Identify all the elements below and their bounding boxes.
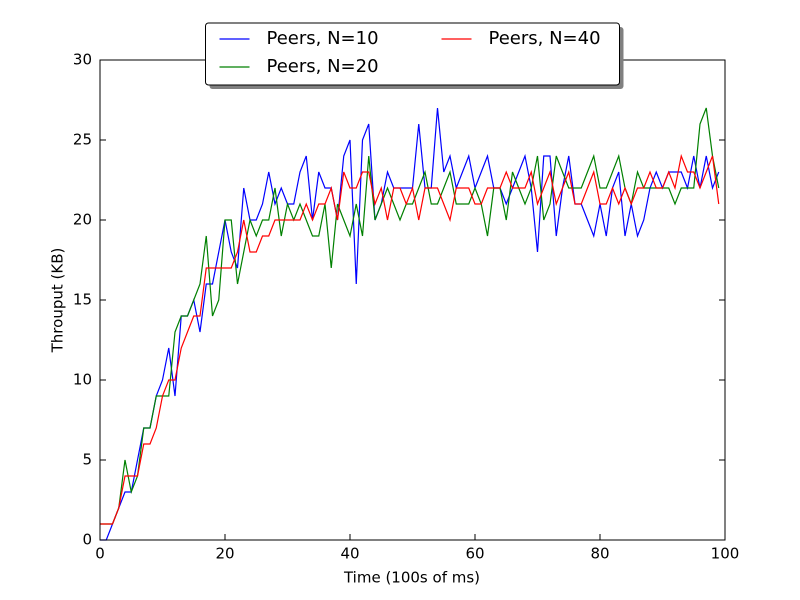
y-tick-label: 10 [73, 371, 92, 389]
legend-label: Peers, N=20 [267, 56, 379, 77]
y-tick-label: 15 [73, 291, 92, 309]
legend-box [205, 22, 620, 86]
y-axis-label: Throuput (KB) [49, 248, 67, 354]
y-tick-label: 5 [82, 451, 92, 469]
y-tick-label: 25 [73, 131, 92, 149]
x-tick-label: 0 [95, 545, 105, 563]
legend-label: Peers, N=10 [267, 28, 379, 49]
legend: Peers, N=10 Peers, N=20 Peers, N=40 [205, 22, 624, 89]
x-tick-label: 60 [465, 545, 484, 563]
series-line [100, 153, 720, 525]
x-tick-label: 20 [215, 545, 234, 563]
x-tick-label: 100 [711, 545, 740, 563]
y-tick-label: 30 [73, 51, 92, 69]
y-tick-label: 0 [82, 531, 92, 549]
x-tick-label: 80 [590, 545, 609, 563]
series-line [100, 107, 720, 541]
x-axis-label: Time (100s of ms) [343, 569, 480, 587]
legend-label: Peers, N=40 [489, 28, 601, 49]
y-tick-label: 20 [73, 211, 92, 229]
series-line [100, 107, 720, 525]
x-tick-label: 40 [340, 545, 359, 563]
